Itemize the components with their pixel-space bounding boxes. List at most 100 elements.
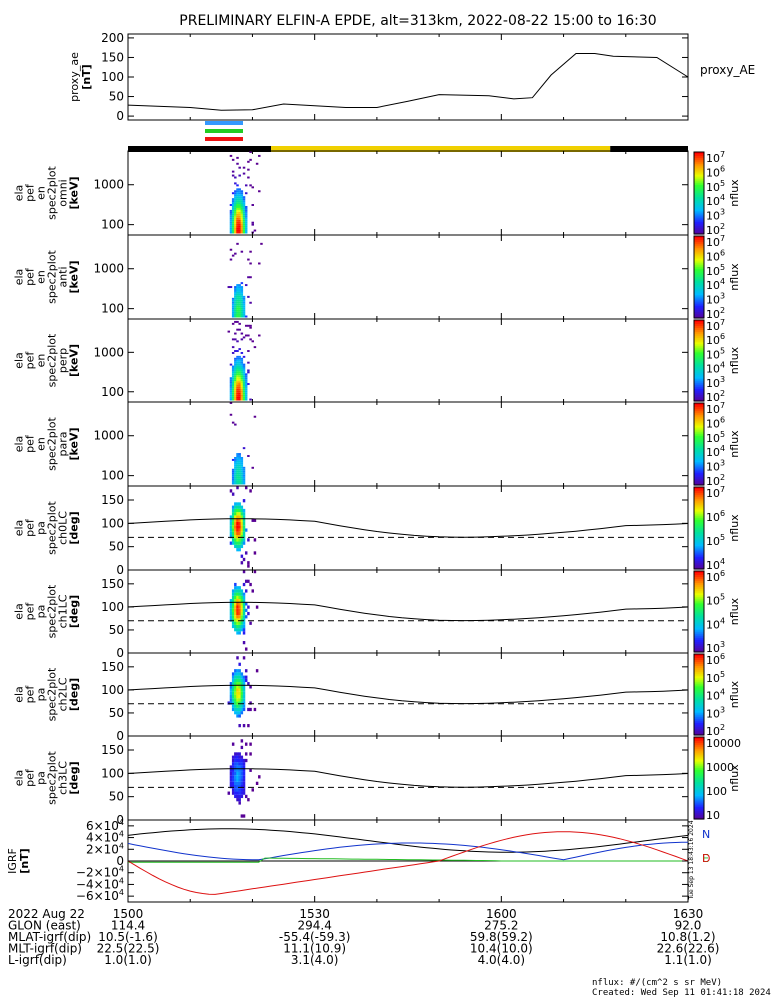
en-anti-colorbar-segment bbox=[694, 281, 704, 284]
spectrogram-cell bbox=[238, 544, 241, 549]
spectrogram-cell bbox=[236, 377, 239, 380]
spectrogram-cell bbox=[231, 170, 235, 173]
spectrogram-cell bbox=[236, 672, 239, 676]
en-para-ylabel: para bbox=[57, 432, 70, 457]
pa-ch2-colorbar-segment bbox=[694, 658, 704, 661]
spectrogram-cell bbox=[236, 472, 239, 475]
spectrogram-cell bbox=[240, 286, 244, 289]
spectrogram-cell bbox=[238, 611, 241, 616]
spectrogram-cell bbox=[229, 231, 233, 234]
spectrogram-cell bbox=[238, 194, 241, 197]
spectrogram-cell bbox=[236, 531, 239, 535]
spectrogram-cell bbox=[231, 421, 235, 424]
spectrogram-cell bbox=[234, 182, 237, 185]
spectrogram-cell bbox=[242, 557, 246, 562]
pa-ch3-colorbar-segment bbox=[694, 810, 704, 814]
spectrogram-cell bbox=[231, 480, 235, 483]
spectrogram-cell bbox=[231, 313, 235, 316]
spectrogram-cell bbox=[234, 315, 237, 318]
en-para-colorbar-segment bbox=[694, 456, 704, 459]
spectrogram-cell bbox=[234, 521, 237, 526]
spectrogram-cell bbox=[236, 602, 239, 606]
spectrogram-cell bbox=[240, 211, 244, 214]
spectrogram-cell bbox=[242, 499, 246, 503]
spectrogram-cell bbox=[238, 470, 241, 473]
en-omni-colorbar-segment bbox=[694, 193, 704, 196]
spectrogram-cell bbox=[238, 521, 241, 526]
spectrogram-cell bbox=[240, 478, 244, 481]
spectrogram-cell bbox=[242, 207, 246, 210]
en-anti-colorbar-tick: 107 bbox=[706, 234, 725, 249]
spectrogram-cell bbox=[240, 231, 244, 234]
spectrogram-cell bbox=[231, 611, 235, 616]
spectrogram-cell bbox=[255, 781, 259, 785]
en-anti-colorbar-frame bbox=[693, 235, 705, 319]
spectrogram-cell bbox=[247, 369, 250, 372]
pa-ch2-colorbar-segment bbox=[694, 676, 704, 679]
spectrogram-cell bbox=[229, 691, 233, 695]
spectrogram-cell bbox=[231, 698, 235, 702]
spectrogram-cell bbox=[236, 798, 239, 802]
pa-ch0-colorbar-segment bbox=[694, 554, 704, 558]
en-omni-colorbar-segment bbox=[694, 229, 704, 233]
spectrogram-cell bbox=[231, 346, 235, 349]
spectrogram-cell bbox=[244, 528, 248, 532]
spectrogram-cell bbox=[242, 765, 246, 769]
spectrogram-cell bbox=[234, 788, 237, 792]
pa-ch0-colorbar-tick: 107 bbox=[706, 485, 725, 500]
spectrogram-cell bbox=[231, 227, 235, 230]
pa-ch0-colorbar-segment bbox=[694, 534, 704, 537]
spectrogram-cell bbox=[253, 707, 257, 712]
spectrogram-cell bbox=[240, 762, 244, 766]
pa-ch3-colorbar-segment bbox=[694, 745, 704, 748]
spectrogram-cell bbox=[244, 794, 248, 799]
pa-ch3-ylabel: ela bbox=[13, 770, 26, 787]
en-omni-ylabel: omni bbox=[57, 179, 70, 206]
en-perp-colorbar-segment bbox=[694, 370, 704, 374]
spectrogram-cell bbox=[234, 384, 237, 387]
spectrogram-cell bbox=[240, 458, 244, 461]
en-para-colorbar-segment bbox=[694, 403, 704, 406]
pa-ch1-colorbar-segment bbox=[694, 635, 704, 639]
spectrogram-cell bbox=[229, 781, 233, 785]
en-omni-colorbar-segment bbox=[694, 170, 704, 174]
spectrogram-cell bbox=[234, 357, 237, 360]
spectrogram-cell bbox=[238, 595, 241, 600]
spectrogram-cell bbox=[249, 250, 252, 253]
en-anti-colorbar-segment bbox=[694, 254, 704, 258]
spectrogram-cell bbox=[242, 365, 246, 368]
spectrogram-cell bbox=[242, 377, 246, 380]
spectrogram-cell bbox=[247, 538, 250, 542]
spectrogram-cell bbox=[244, 213, 248, 216]
en-perp-colorbar-tick: 104 bbox=[706, 361, 725, 376]
spectrogram-cell bbox=[236, 390, 239, 393]
spectrogram-cell bbox=[231, 217, 235, 220]
pa-ch0-colorbar-segment bbox=[694, 528, 704, 531]
spectrogram-cell bbox=[231, 198, 235, 201]
spectrogram-cell bbox=[236, 528, 239, 532]
spectrogram-cell bbox=[234, 669, 237, 673]
en-perp-frame bbox=[127, 318, 689, 403]
spectrogram-cell bbox=[242, 388, 246, 391]
spectrogram-cell bbox=[238, 456, 241, 459]
spectrogram-cell bbox=[234, 190, 237, 193]
spectrogram-cell bbox=[231, 377, 235, 380]
pa-ch1-colorbar-segment bbox=[694, 573, 704, 576]
en-para-colorbar-segment bbox=[694, 464, 704, 468]
spectrogram-cell bbox=[234, 785, 237, 789]
spectrogram-cell bbox=[238, 392, 241, 395]
spectrogram-cell bbox=[240, 209, 244, 212]
en-perp-ylabel: spec2plot bbox=[46, 333, 59, 387]
spectrogram-cell bbox=[238, 755, 241, 759]
spectrogram-cell bbox=[231, 299, 235, 302]
spectrogram-cell bbox=[240, 785, 244, 789]
spectrogram-cell bbox=[236, 361, 239, 364]
en-para-colorbar-segment bbox=[694, 417, 704, 420]
spectrogram-cell bbox=[234, 472, 237, 475]
en-omni-colorbar-segment bbox=[694, 180, 704, 184]
pa-ch3-colorbar-segment bbox=[694, 806, 704, 810]
spectrogram-cell bbox=[234, 752, 237, 756]
en-para-colorbar-segment bbox=[694, 421, 704, 425]
pa-ch3-colorbar-segment bbox=[694, 771, 704, 775]
en-para-colorbar-segment bbox=[694, 429, 704, 433]
